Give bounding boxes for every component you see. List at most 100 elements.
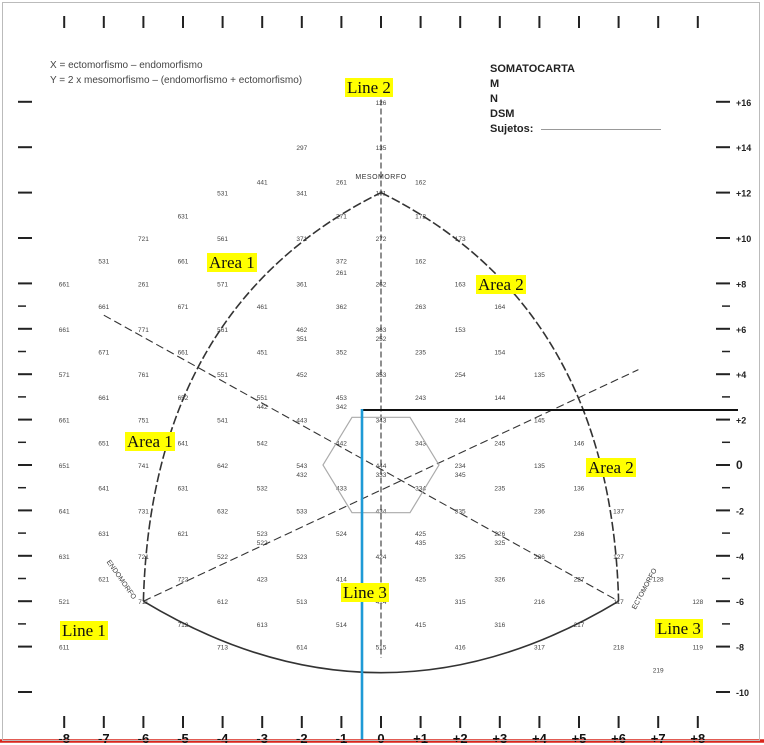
somatotype-code: 163	[455, 281, 466, 288]
info-sujetos: Sujetos:	[490, 122, 662, 137]
somatotype-code: 561	[217, 327, 228, 334]
somatotype-code: 216	[534, 599, 545, 606]
somatotype-code: 425	[415, 531, 426, 538]
y-tick-label: 0	[736, 458, 743, 472]
axis-ticks	[18, 16, 730, 728]
somatotype-code: 444	[376, 463, 387, 470]
somatotype-code: 523	[257, 531, 268, 538]
somatotype-code: 433	[336, 486, 347, 493]
endomorfo-label: ENDOMORFO	[105, 559, 138, 601]
somatotype-code: 243	[415, 395, 426, 402]
somatotype-code: 154	[494, 350, 505, 357]
somatotype-code: 372	[336, 259, 347, 266]
somatotype-code: 414	[376, 599, 387, 606]
somatotype-code: 235	[494, 486, 505, 493]
somatotype-code: 135	[534, 463, 545, 470]
somatotype-code: 263	[415, 304, 426, 311]
somatotype-code: 641	[178, 440, 189, 447]
somatotype-code: 721	[138, 554, 149, 561]
somatotype-code: 254	[455, 372, 466, 379]
somatotype-code: 761	[138, 372, 149, 379]
somatotype-code: 414	[336, 577, 347, 584]
somatotype-code: 325	[494, 540, 505, 547]
somatotype-code: 632	[217, 508, 228, 515]
somatotype-code: 362	[336, 304, 347, 311]
somatotype-code: 261	[336, 270, 347, 277]
x-tick-label: +7	[651, 731, 666, 745]
somatotype-code: 245	[494, 440, 505, 447]
y-tick-label: +12	[736, 189, 751, 199]
somatotype-code: 561	[217, 236, 228, 243]
somatotype-code: 631	[178, 486, 189, 493]
somatotype-code: 631	[178, 213, 189, 220]
info-dsm: DSM	[490, 108, 515, 120]
somatotype-code: 514	[336, 622, 347, 629]
ectomorfo-label: ECTOMORFO	[631, 567, 659, 611]
info-title: SOMATOCARTA	[490, 63, 575, 75]
x-tick-label: +4	[532, 731, 548, 745]
x-tick-label: -6	[138, 731, 150, 745]
somatotype-code: 235	[415, 350, 426, 357]
x-tick-label: +8	[690, 731, 705, 745]
somatotype-code: 612	[217, 599, 228, 606]
somatotype-code: 153	[455, 327, 466, 334]
label-area-1-mid: Area 1	[125, 432, 175, 451]
somatotype-code: 217	[574, 622, 585, 629]
somatotype-code: 137	[613, 508, 624, 515]
line-1-endomorph-axis	[143, 369, 639, 602]
somatotype-code: 631	[59, 554, 70, 561]
somatotype-code: 542	[257, 440, 268, 447]
y-tick-label: -6	[736, 597, 744, 607]
somatotype-code: 523	[296, 554, 307, 561]
y-tick-label: +16	[736, 98, 751, 108]
info-n: N	[490, 93, 498, 105]
somatotype-code: 345	[455, 472, 466, 479]
somatotype-code: 621	[178, 531, 189, 538]
label-line-1: Line 1	[60, 621, 108, 640]
somatotype-code: 731	[138, 508, 149, 515]
formula-y: Y = 2 x mesomorfismo – (endomorfismo + e…	[50, 75, 303, 86]
label-line-2: Line 2	[345, 78, 393, 97]
somatotype-code: 144	[494, 395, 505, 402]
somatotype-code: 234	[455, 463, 466, 470]
somatotype-code: 641	[59, 508, 70, 515]
somatotype-code: 218	[613, 645, 624, 652]
somatotype-code: 135	[534, 372, 545, 379]
somatotype-code: 541	[217, 418, 228, 425]
somatotype-code: 531	[98, 259, 109, 266]
somatotype-code: 353	[376, 372, 387, 379]
somatotype-code: 451	[257, 350, 268, 357]
somatotype-code: 453	[336, 395, 347, 402]
somatotype-code: 236	[574, 531, 585, 538]
label-area-1-top: Area 1	[207, 253, 257, 272]
y-tick-label: +10	[736, 234, 751, 244]
somatotype-code: 146	[574, 440, 585, 447]
label-area-2-mid: Area 2	[586, 458, 636, 477]
somatotype-code: 452	[296, 372, 307, 379]
somatotype-code: 326	[494, 577, 505, 584]
y-tick-label: +2	[736, 416, 746, 426]
somatotype-code: 128	[653, 577, 664, 584]
somatotype-code: 543	[296, 463, 307, 470]
info-m: M	[490, 78, 500, 90]
somatotype-code: 661	[98, 304, 109, 311]
x-tick-label: -5	[177, 731, 189, 745]
curve-bottom	[142, 600, 620, 674]
grid-codes: 1261352971712611624415313412711722723711…	[59, 100, 704, 674]
somatotype-code: 128	[692, 599, 703, 606]
somatotype-code: 461	[257, 304, 268, 311]
somatotype-code: 162	[415, 179, 426, 186]
label-area-2-top: Area 2	[476, 275, 526, 294]
somatotype-code: 551	[257, 395, 268, 402]
somatotype-code: 424	[376, 554, 387, 561]
somatotype-code: 271	[336, 213, 347, 220]
somatotype-code: 642	[217, 463, 228, 470]
somatotype-code: 631	[98, 531, 109, 538]
somatotype-code: 614	[296, 645, 307, 652]
somatotype-code: 145	[534, 418, 545, 425]
x-tick-label: +3	[492, 731, 507, 745]
somatotype-code: 297	[296, 145, 307, 152]
somatotype-code: 524	[336, 531, 347, 538]
somatotype-code: 651	[59, 463, 70, 470]
somatotype-code: 236	[534, 508, 545, 515]
